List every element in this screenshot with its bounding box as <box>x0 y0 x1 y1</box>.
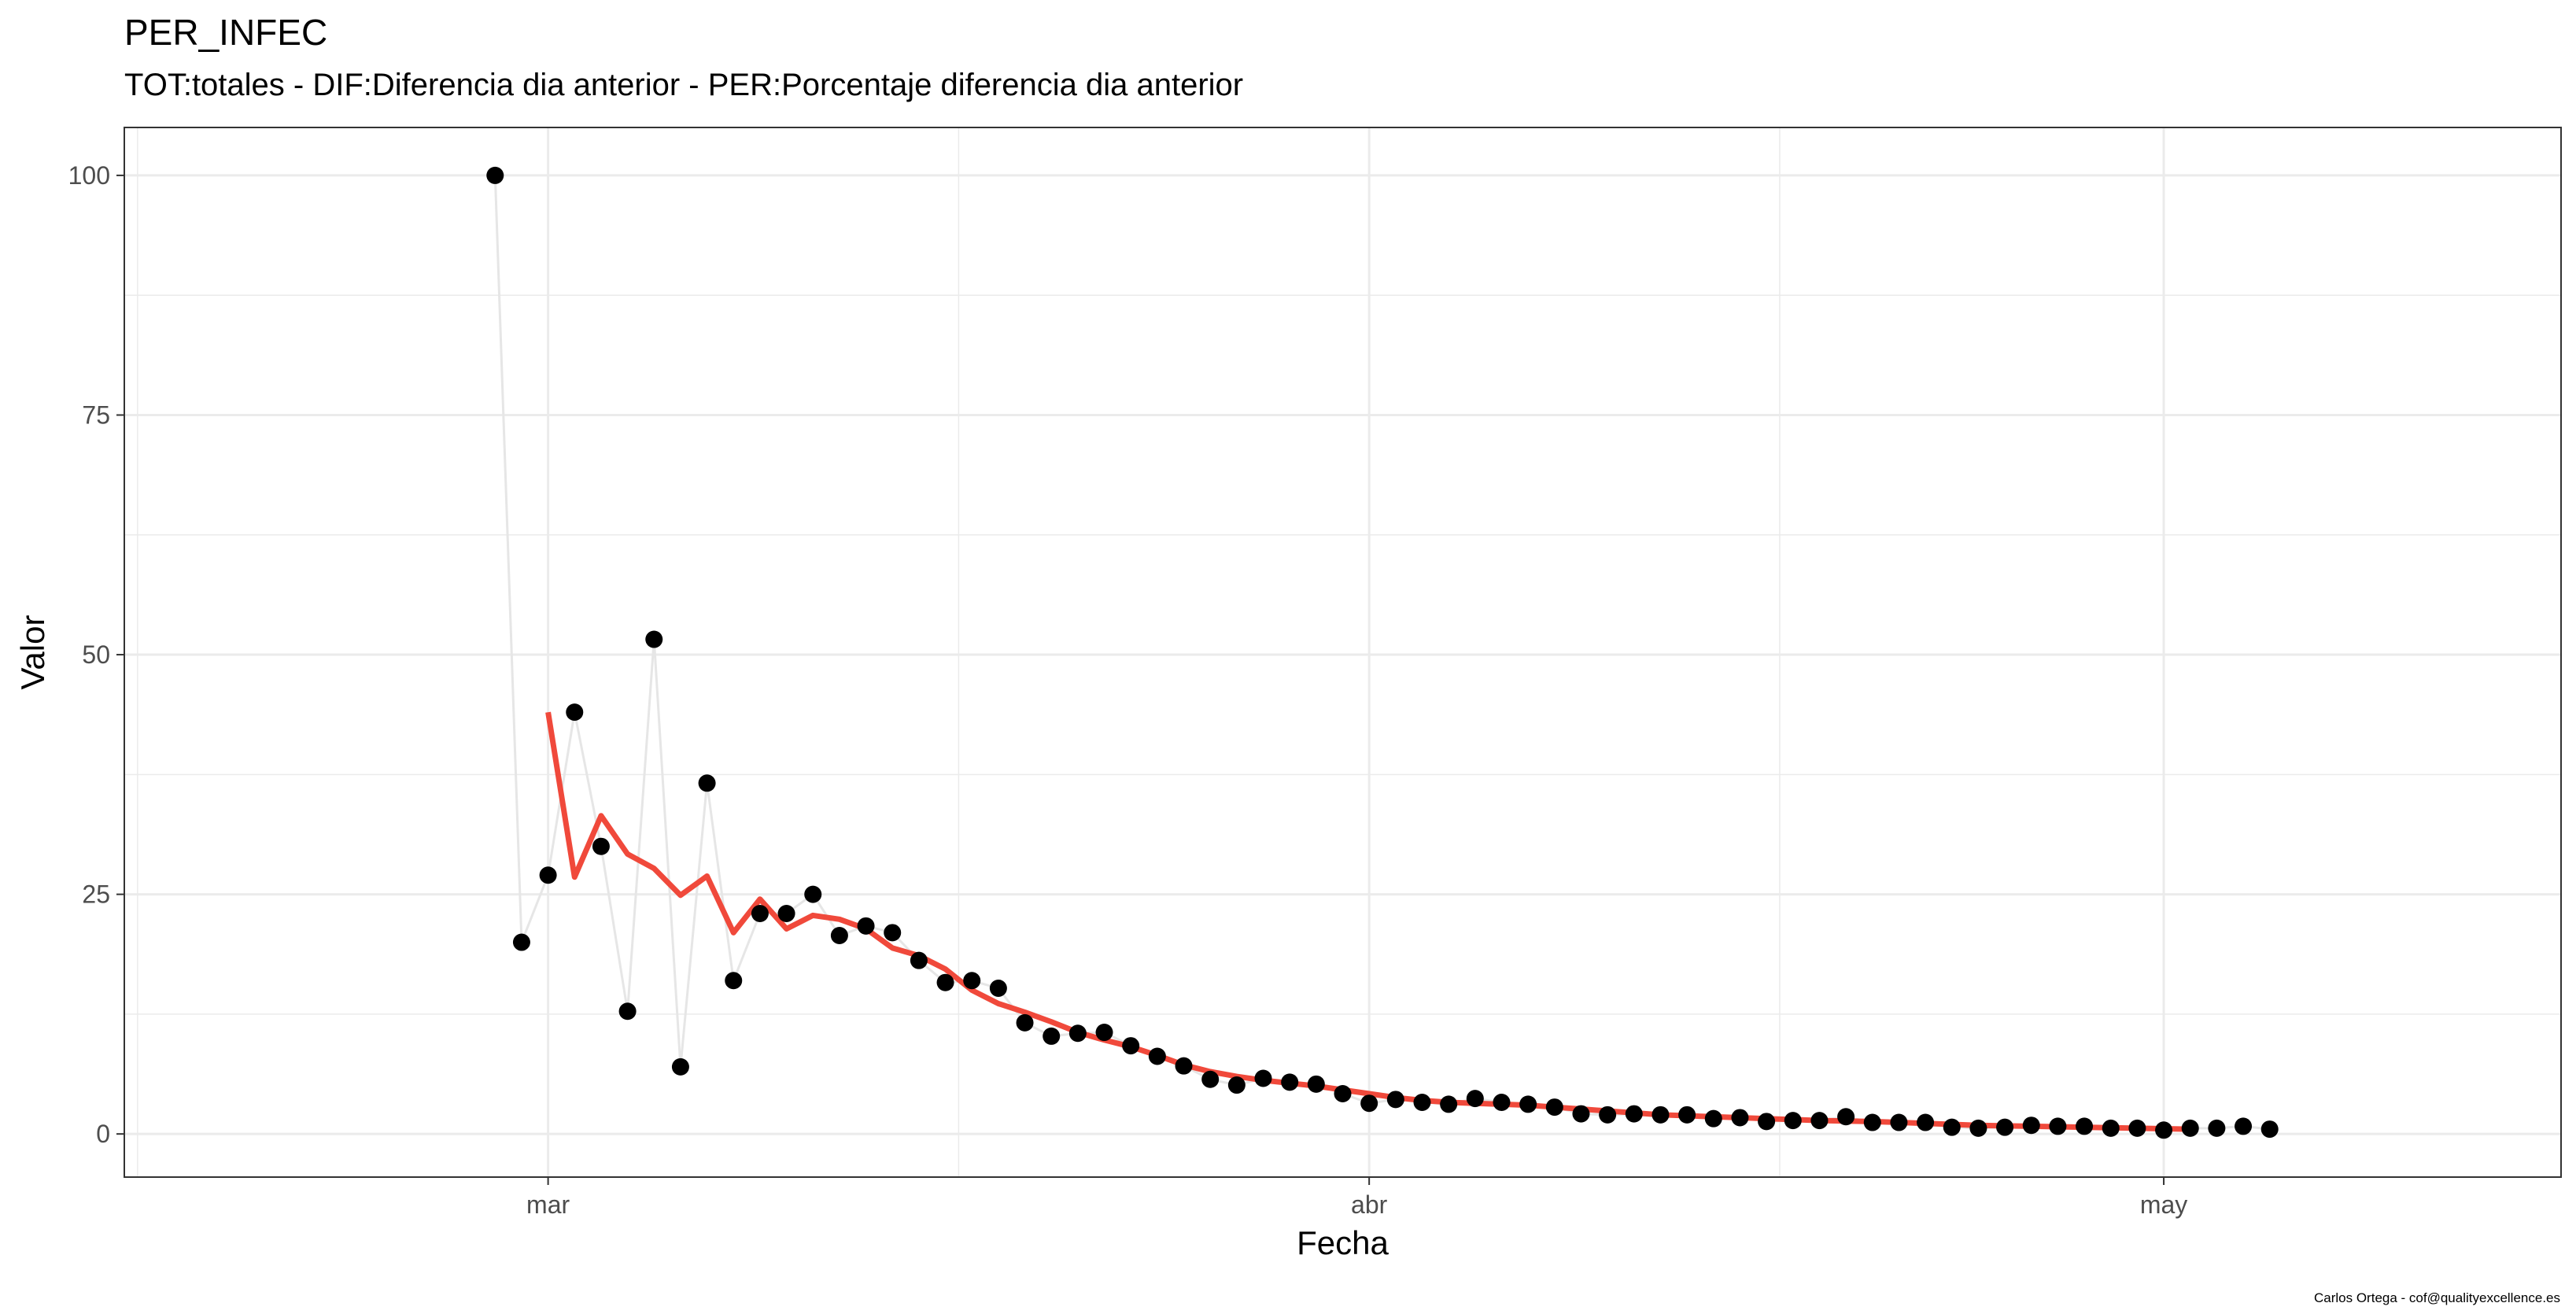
data-point <box>1122 1037 1140 1055</box>
x-axis-title: Fecha <box>1297 1224 1389 1261</box>
data-point <box>1837 1108 1855 1126</box>
y-axis-ticks: 0 25 50 75 100 <box>68 161 124 1148</box>
data-point <box>910 951 928 969</box>
data-point <box>1360 1094 1378 1113</box>
data-point <box>1201 1070 1220 1088</box>
chart-title: PER_INFEC <box>124 12 328 53</box>
data-point <box>2260 1120 2279 1139</box>
data-point <box>2181 1119 2199 1137</box>
data-point <box>1625 1105 1643 1123</box>
y-tick-label: 0 <box>96 1120 110 1148</box>
data-point <box>671 1057 689 1076</box>
y-tick-label: 100 <box>68 161 110 190</box>
data-point <box>1863 1113 1881 1131</box>
data-point <box>1254 1069 1272 1087</box>
data-point <box>857 917 875 935</box>
data-point <box>884 924 902 942</box>
x-axis-ticks: mar abr may <box>526 1177 2187 1219</box>
data-point <box>1810 1112 1829 1130</box>
data-point <box>1545 1098 1563 1117</box>
data-point <box>1016 1013 1034 1032</box>
data-point <box>698 774 716 792</box>
data-point <box>566 703 584 722</box>
x-tick-label: may <box>2140 1190 2187 1219</box>
data-point <box>1731 1109 1749 1127</box>
y-tick-label: 75 <box>82 400 110 429</box>
data-point <box>1466 1090 1484 1108</box>
x-tick-label: mar <box>526 1190 570 1219</box>
data-point <box>1493 1093 1511 1111</box>
data-point <box>1095 1024 1113 1042</box>
data-point <box>486 166 504 184</box>
data-points <box>486 166 2279 1139</box>
data-point <box>2128 1119 2146 1137</box>
y-tick-label: 50 <box>82 640 110 669</box>
panel-border <box>124 127 2562 1178</box>
y-tick-label: 25 <box>82 880 110 909</box>
smooth-series-line <box>545 711 2190 1132</box>
data-point <box>936 973 954 991</box>
data-point <box>1307 1075 1325 1093</box>
data-point <box>1334 1085 1352 1103</box>
data-point <box>725 972 743 990</box>
data-point <box>539 866 557 884</box>
data-point <box>963 972 981 990</box>
data-point <box>1943 1118 1961 1136</box>
y-axis-title: Valor <box>14 615 51 690</box>
data-point <box>592 837 610 855</box>
data-point <box>512 933 530 951</box>
data-point <box>1890 1113 1908 1131</box>
data-point <box>1148 1047 1166 1065</box>
data-point <box>2235 1117 2253 1135</box>
data-point <box>1758 1113 1776 1131</box>
data-point <box>1917 1113 1935 1131</box>
data-point <box>1969 1119 1987 1137</box>
data-point <box>1572 1105 1590 1123</box>
data-point <box>804 885 822 903</box>
data-point <box>1386 1091 1404 1109</box>
data-point <box>1175 1057 1193 1075</box>
data-point <box>1043 1027 1061 1045</box>
data-point <box>1996 1118 2014 1136</box>
data-point <box>2208 1119 2226 1137</box>
data-point <box>618 1002 637 1021</box>
data-point <box>1784 1112 1802 1130</box>
data-point <box>1678 1105 1696 1124</box>
data-point <box>1068 1024 1087 1043</box>
data-point <box>989 980 1007 998</box>
data-point <box>1704 1109 1722 1128</box>
x-tick-label: abr <box>1351 1190 1388 1219</box>
data-point <box>1440 1095 1458 1113</box>
data-point <box>2022 1117 2040 1135</box>
smooth-series-polyline <box>545 711 2190 1132</box>
data-point <box>1599 1105 1617 1124</box>
grid-major <box>124 127 2561 1177</box>
data-point <box>830 926 848 944</box>
data-point <box>1227 1076 1246 1094</box>
data-point <box>751 904 769 922</box>
raw-series-line <box>493 175 2270 1131</box>
data-point <box>2102 1119 2120 1137</box>
grid-minor <box>124 127 2561 1177</box>
chart-caption: Carlos Ortega - cof@qualityexcellence.es <box>2313 1290 2560 1305</box>
data-point <box>2155 1121 2173 1139</box>
raw-series-polyline <box>493 175 2270 1131</box>
data-point <box>1413 1093 1431 1111</box>
data-point <box>2049 1117 2067 1135</box>
data-point <box>1281 1073 1299 1091</box>
data-point <box>645 630 663 648</box>
data-point <box>1519 1095 1537 1113</box>
data-point <box>777 904 795 922</box>
data-point <box>1652 1105 1670 1124</box>
data-point <box>2076 1117 2094 1135</box>
chart-subtitle: TOT:totales - DIF:Diferencia dia anterio… <box>124 68 1244 102</box>
